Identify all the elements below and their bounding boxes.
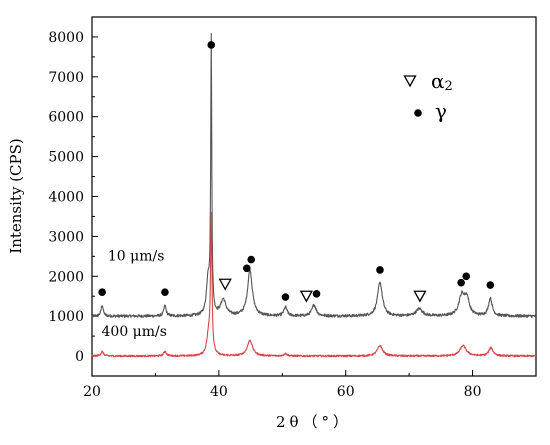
y-tick-label: 0 [75,349,84,365]
x-tick-label: 60 [337,384,355,400]
y-tick-label: 8000 [48,30,84,46]
alpha2-marker [299,290,313,303]
gamma-marker [281,293,290,301]
series-layer [91,33,537,358]
gamma-marker [247,255,256,264]
legend-gamma-dot-icon [414,109,422,117]
gamma-marker [207,41,216,49]
y-tick-label: 7000 [48,70,84,86]
gamma-marker [457,278,465,287]
legend-alpha2-symbol: α [431,69,445,93]
y-tick-label: 2000 [48,269,84,285]
legend-gamma-label: γ [435,99,447,123]
y-axis-label: Intensity (CPS) [7,138,25,253]
legend-alpha2-label: α2 [431,69,453,94]
y-tick-label: 5000 [48,150,84,166]
x-tick-label: 40 [210,384,228,400]
gamma-marker [161,288,169,297]
x-axis-label: 2θ（°） [276,413,352,431]
series-annotation-400um: 400 μm/s [102,324,167,340]
gamma-marker [242,264,251,273]
gamma-marker [98,288,106,297]
series-line-10um [91,33,537,318]
y-tick-label: 1000 [48,309,84,325]
x-tick-label: 20 [83,384,101,400]
series-annotation-10um: 10 μm/s [108,248,165,264]
plot-frame [91,16,537,377]
y-tick-label: 6000 [48,110,84,126]
legend-alpha2-triangle-icon [403,75,417,88]
y-tick-label: 4000 [48,190,84,206]
gamma-marker [312,290,321,298]
marker-layer [98,41,495,303]
y-tick-label: 3000 [48,229,84,245]
legend-alpha2-subscript: 2 [445,79,453,94]
alpha2-marker [413,290,427,303]
legend: α2 γ [403,69,453,123]
gamma-marker [376,266,384,274]
gamma-marker [462,272,471,281]
series-line-400um [91,211,537,358]
x-tick-label: 80 [464,384,482,400]
axis-ticks: 20 40 60 80 0 1000 2000 3000 4000 5000 6000 7000 800… [48,30,481,400]
gamma-marker [486,281,495,289]
annotation-layer: 10 μm/s 400 μm/s [102,248,167,340]
alpha2-marker [218,278,232,291]
